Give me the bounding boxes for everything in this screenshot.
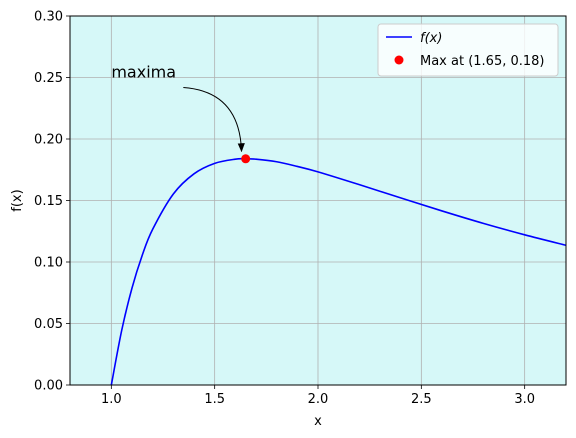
x-tick-label: 3.0: [514, 392, 535, 407]
y-tick-label: 0.25: [34, 71, 63, 86]
annotation: maxima: [111, 63, 245, 153]
x-tick-label: 1.0: [101, 392, 122, 407]
x-axis-label: x: [314, 414, 322, 429]
points-layer: [241, 154, 251, 164]
legend-dot-swatch: [394, 55, 404, 65]
y-tick-label: 0.10: [34, 256, 63, 271]
x-tick-label: 1.5: [204, 392, 225, 407]
max-point: [241, 154, 251, 164]
series-layer: [110, 157, 566, 385]
legend-label-max: Max at (1.65, 0.18): [420, 54, 545, 69]
x-tick-label: 2.5: [411, 392, 432, 407]
x-tick-label: 2.0: [308, 392, 329, 407]
y-tick-label: 0.20: [34, 133, 63, 148]
legend-label-fx: f(x): [420, 31, 442, 46]
ticks: 1.0 1.5 2.0 2.5 3.0 0.00 0.05 0.10 0.15 0.20 0.25 0…: [34, 10, 535, 408]
y-tick-label: 0.30: [34, 10, 63, 25]
y-tick-label: 0.00: [34, 379, 63, 394]
y-tick-label: 0.05: [34, 317, 63, 332]
series-line-fx: [110, 157, 566, 385]
y-tick-label: 0.15: [34, 194, 63, 209]
y-axis-label: f(x): [10, 189, 25, 211]
annotation-text: maxima: [111, 63, 176, 82]
legend-box: [377, 23, 559, 77]
grid: [70, 15, 566, 386]
annotation-arrow: [183, 87, 245, 153]
legend: f(x) Max at (1.65, 0.18): [377, 23, 559, 77]
